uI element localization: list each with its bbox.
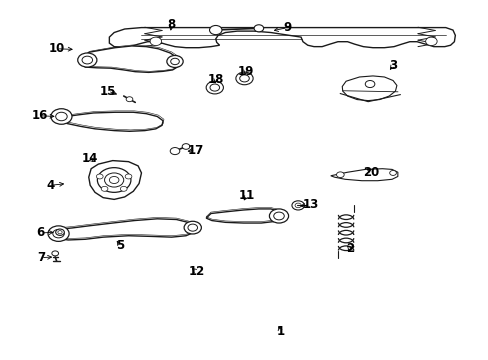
Text: 20: 20: [363, 166, 379, 179]
Text: 17: 17: [187, 144, 203, 157]
Circle shape: [273, 212, 284, 220]
Circle shape: [170, 148, 180, 154]
Circle shape: [53, 229, 64, 238]
Circle shape: [150, 37, 161, 46]
Circle shape: [294, 203, 301, 208]
Circle shape: [82, 56, 92, 64]
Polygon shape: [330, 169, 397, 181]
Circle shape: [78, 53, 97, 67]
Circle shape: [166, 55, 183, 67]
Text: 2: 2: [345, 242, 353, 255]
Circle shape: [97, 168, 131, 192]
Circle shape: [235, 72, 253, 85]
Text: 19: 19: [237, 65, 253, 78]
Circle shape: [52, 251, 59, 256]
Text: 6: 6: [37, 226, 45, 239]
Polygon shape: [342, 76, 396, 100]
Circle shape: [209, 26, 222, 35]
Circle shape: [104, 173, 123, 187]
Text: 15: 15: [100, 85, 116, 98]
Polygon shape: [89, 161, 141, 199]
Text: 7: 7: [37, 251, 45, 264]
Circle shape: [291, 201, 304, 210]
Circle shape: [269, 209, 288, 223]
Circle shape: [51, 109, 72, 124]
Circle shape: [170, 58, 179, 65]
Circle shape: [96, 174, 103, 179]
Text: 11: 11: [238, 189, 255, 202]
Text: 9: 9: [283, 21, 291, 34]
Polygon shape: [61, 112, 163, 131]
Circle shape: [56, 229, 64, 235]
Circle shape: [58, 231, 62, 234]
Circle shape: [209, 84, 219, 91]
Polygon shape: [57, 219, 196, 240]
Text: 14: 14: [82, 152, 98, 165]
Circle shape: [56, 112, 67, 121]
Circle shape: [109, 176, 119, 184]
Text: 16: 16: [31, 109, 47, 122]
Circle shape: [239, 75, 249, 82]
Circle shape: [182, 144, 189, 149]
Circle shape: [254, 25, 263, 32]
Polygon shape: [109, 28, 454, 48]
Polygon shape: [206, 209, 282, 223]
Text: 12: 12: [188, 265, 204, 278]
Text: 1: 1: [276, 325, 284, 338]
Circle shape: [126, 97, 133, 102]
Circle shape: [389, 171, 396, 175]
Circle shape: [184, 221, 201, 234]
Text: 18: 18: [207, 73, 224, 86]
Circle shape: [365, 81, 374, 87]
Polygon shape: [81, 46, 181, 72]
Text: 13: 13: [302, 198, 318, 211]
Circle shape: [48, 226, 69, 242]
Circle shape: [336, 172, 344, 177]
Text: 4: 4: [46, 179, 55, 192]
Circle shape: [125, 174, 132, 179]
Circle shape: [120, 186, 127, 191]
Circle shape: [101, 186, 108, 191]
Text: 5: 5: [116, 239, 124, 252]
Text: 10: 10: [48, 42, 64, 55]
Text: 3: 3: [388, 59, 396, 72]
Text: 8: 8: [167, 18, 175, 31]
Circle shape: [206, 81, 223, 94]
Circle shape: [425, 37, 436, 46]
Circle shape: [187, 224, 197, 231]
